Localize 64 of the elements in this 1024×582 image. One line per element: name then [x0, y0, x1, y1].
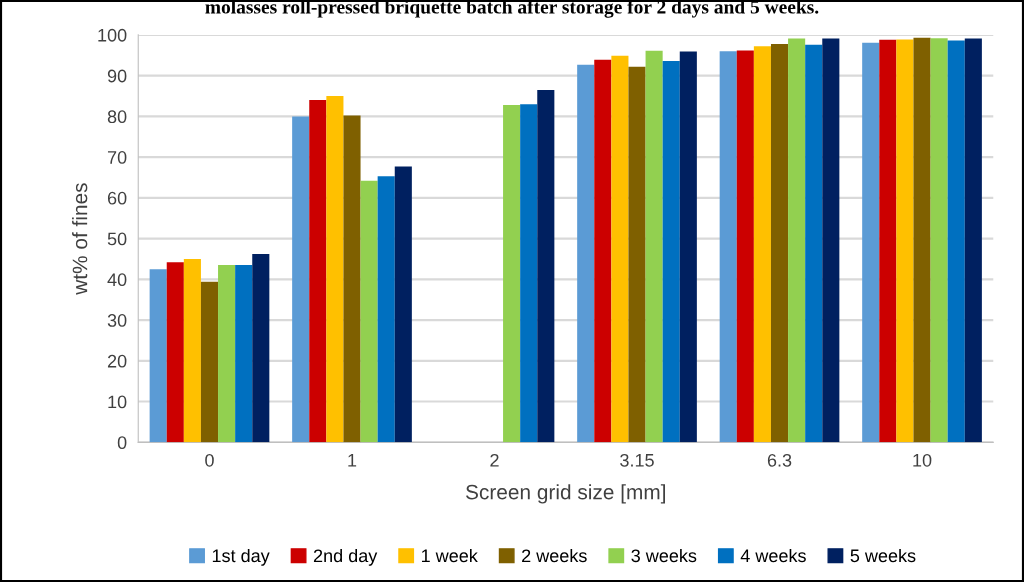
bar: [235, 265, 253, 443]
bar: [218, 265, 236, 443]
x-axis-title: Screen grid size [mm]: [465, 484, 665, 504]
bar: [577, 64, 595, 443]
bar: [947, 40, 965, 443]
bar: [326, 96, 344, 443]
y-tick-label: 10: [108, 395, 127, 409]
x-tick-label: 2: [490, 453, 499, 467]
bar: [913, 37, 931, 443]
legend-label: 4 weeks: [740, 548, 806, 563]
bar: [594, 59, 612, 443]
legend-label: 3 weeks: [631, 548, 697, 563]
y-tick-label: 60: [107, 191, 127, 205]
bar: [377, 176, 395, 443]
bar: [628, 66, 646, 443]
y-tick-label: 0: [117, 436, 127, 450]
bar: [679, 51, 697, 443]
bar: [930, 38, 948, 443]
bar: [879, 39, 897, 443]
bar: [360, 180, 378, 443]
y-tick-label: 70: [107, 151, 127, 164]
x-tick-label: 3.15: [620, 453, 654, 467]
bar: [736, 50, 754, 443]
bar: [719, 51, 737, 443]
bar: [611, 55, 629, 443]
bar: [896, 39, 914, 443]
bar: [753, 46, 771, 443]
y-tick-label: 90: [107, 69, 127, 83]
legend-label: 5 weeks: [850, 548, 916, 563]
y-tick-label: 20: [107, 354, 127, 368]
y-tick-label: 50: [107, 232, 127, 246]
y-axis-title: wt% of fines: [72, 183, 88, 295]
x-tick-label: 1: [348, 454, 357, 467]
bar: [503, 104, 521, 443]
bar: [662, 60, 680, 443]
x-tick-label: 10: [913, 453, 932, 467]
bar: [149, 269, 167, 443]
bar: [309, 100, 327, 443]
x-tick-label: 6.3: [767, 453, 792, 467]
bar: [394, 166, 412, 443]
bar: [805, 44, 823, 443]
x-tick-label: 0: [205, 453, 214, 467]
legend-label: 1 week: [422, 548, 478, 563]
legend-label: 2nd day: [313, 548, 378, 566]
bar: [252, 254, 270, 443]
bar: [537, 89, 555, 443]
bar: [343, 115, 361, 443]
legend-label: 1st day: [212, 548, 270, 566]
bar: [770, 43, 789, 443]
bar: [788, 38, 806, 443]
y-tick-label: 80: [107, 110, 127, 124]
bar: [520, 104, 538, 443]
legend-label: 2 weeks: [522, 548, 587, 563]
bar: [964, 38, 982, 443]
y-tick-label: 100: [98, 28, 127, 42]
y-tick-label: 40: [107, 273, 127, 287]
bar: [166, 262, 184, 443]
bar: [292, 116, 310, 443]
bar: [822, 38, 840, 443]
y-tick-label: 30: [107, 314, 127, 327]
bar: [183, 258, 201, 443]
bar: [862, 42, 880, 443]
bar: [645, 50, 663, 443]
bar: [200, 281, 219, 443]
